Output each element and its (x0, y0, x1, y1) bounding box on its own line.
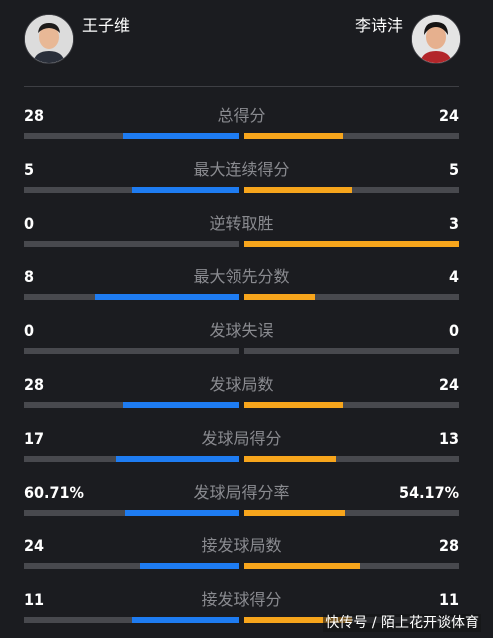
stat-left-bar-track (24, 133, 239, 139)
stat-row: 28 发球局数 24 (0, 369, 493, 423)
stat-right-value: 5 (448, 159, 459, 179)
player-right-avatar[interactable] (411, 14, 461, 64)
stat-right-bar-track (244, 186, 459, 193)
stat-right-bar-track (244, 563, 459, 570)
stat-left-value: 28 (24, 374, 45, 394)
stat-left-value: 0 (24, 321, 35, 341)
stat-left-bar-track (24, 294, 239, 301)
stat-left-value: 17 (24, 428, 45, 448)
stat-row: 0 逆转取胜 3 (0, 208, 493, 262)
stat-left-bar-track (24, 186, 239, 193)
stat-label: 总得分 (217, 106, 266, 125)
stat-left-bar-fill (122, 133, 239, 139)
player-left-name: 王子维 (82, 16, 131, 35)
stat-left-bar-track (24, 401, 239, 408)
stat-left-bar-fill (125, 509, 239, 516)
stat-right-bar-fill (244, 455, 337, 462)
stat-right-value: 0 (448, 321, 459, 341)
stat-right-value: 13 (438, 428, 459, 448)
stat-left-bar-fill (131, 617, 239, 624)
stat-row: 5 最大连续得分 5 (0, 154, 493, 208)
stat-label: 接发球得分 (201, 590, 282, 610)
stat-right-bar-fill (244, 617, 352, 624)
stat-right-bar-fill (244, 294, 315, 301)
stat-label: 发球局数 (209, 374, 274, 394)
stat-left-value: 60.71% (24, 482, 84, 502)
stat-row: 28 总得分 24 (0, 100, 493, 154)
stat-label: 最大连续得分 (193, 159, 290, 179)
stat-right-bar-fill (244, 563, 361, 570)
stat-right-value: 3 (448, 213, 459, 233)
player-left-portrait-icon (25, 15, 73, 63)
stat-right-bar-fill (244, 509, 346, 516)
stat-right-bar-track (244, 294, 459, 301)
player-left-avatar[interactable] (24, 14, 74, 64)
stat-right-value: 28 (438, 536, 459, 556)
stat-row: 24 接发球局数 28 (0, 530, 493, 584)
stat-left-value: 8 (24, 267, 35, 287)
stat-left-value: 24 (24, 536, 45, 556)
stat-left-value: 11 (24, 590, 45, 610)
stat-left-bar-fill (131, 186, 239, 193)
stat-label: 逆转取胜 (209, 213, 274, 233)
stat-row: 17 发球局得分 13 (0, 423, 493, 477)
stat-left-bar-track (24, 617, 239, 624)
player-right-name: 李诗沣 (354, 16, 403, 35)
stat-label: 发球局得分率 (193, 482, 290, 502)
stat-right-bar-fill (244, 133, 343, 139)
stat-label: 发球失误 (209, 321, 274, 341)
stat-right-value: 4 (448, 267, 459, 287)
stat-right-bar-fill (244, 186, 352, 193)
stat-left-bar-fill (116, 455, 239, 462)
stat-right-bar-fill (244, 240, 459, 247)
stat-right-bar-fill (244, 401, 343, 408)
stat-label: 发球局得分 (201, 428, 282, 448)
stat-left-bar-fill (140, 563, 239, 570)
stat-right-value: 24 (438, 374, 459, 394)
stats-list: 28 总得分 24 5 最大连续得分 5 0 逆转取胜 3 8 最大领先分数 4 0 发球失误 0 28 发球局… (0, 100, 493, 638)
player-right-portrait-icon (412, 15, 460, 63)
stat-row: 0 发球失误 0 (0, 315, 493, 369)
stat-right-bar-track (244, 133, 459, 139)
stat-left-bar-track (24, 240, 239, 247)
stat-right-bar-track (244, 455, 459, 462)
stat-right-bar-track (244, 509, 459, 516)
stat-left-bar-fill (94, 294, 239, 301)
stat-label: 接发球局数 (201, 536, 282, 556)
stat-row: 8 最大领先分数 4 (0, 261, 493, 315)
stat-left-bar-track (24, 509, 239, 516)
stat-right-value: 54.17% (399, 482, 459, 502)
stat-left-bar-fill (122, 401, 239, 408)
stat-left-bar-track (24, 563, 239, 570)
stat-left-value: 0 (24, 213, 35, 233)
stat-right-value: 11 (438, 590, 459, 610)
stat-left-value: 5 (24, 159, 35, 179)
stat-left-bar-track (24, 348, 239, 355)
stat-right-bar-track (244, 401, 459, 408)
watermark: 快传号 / 陌上花开谈体育 (323, 614, 481, 632)
stat-label: 最大领先分数 (193, 267, 290, 287)
stat-row: 60.71% 发球局得分率 54.17% (0, 477, 493, 531)
header-divider (24, 86, 459, 87)
stat-right-bar-track (244, 240, 459, 247)
stat-right-bar-track (244, 348, 459, 355)
stat-left-bar-track (24, 455, 239, 462)
stat-left-value: 28 (24, 106, 45, 125)
stat-right-value: 24 (438, 106, 459, 125)
match-header: 王子维 李诗沣 (0, 0, 493, 87)
